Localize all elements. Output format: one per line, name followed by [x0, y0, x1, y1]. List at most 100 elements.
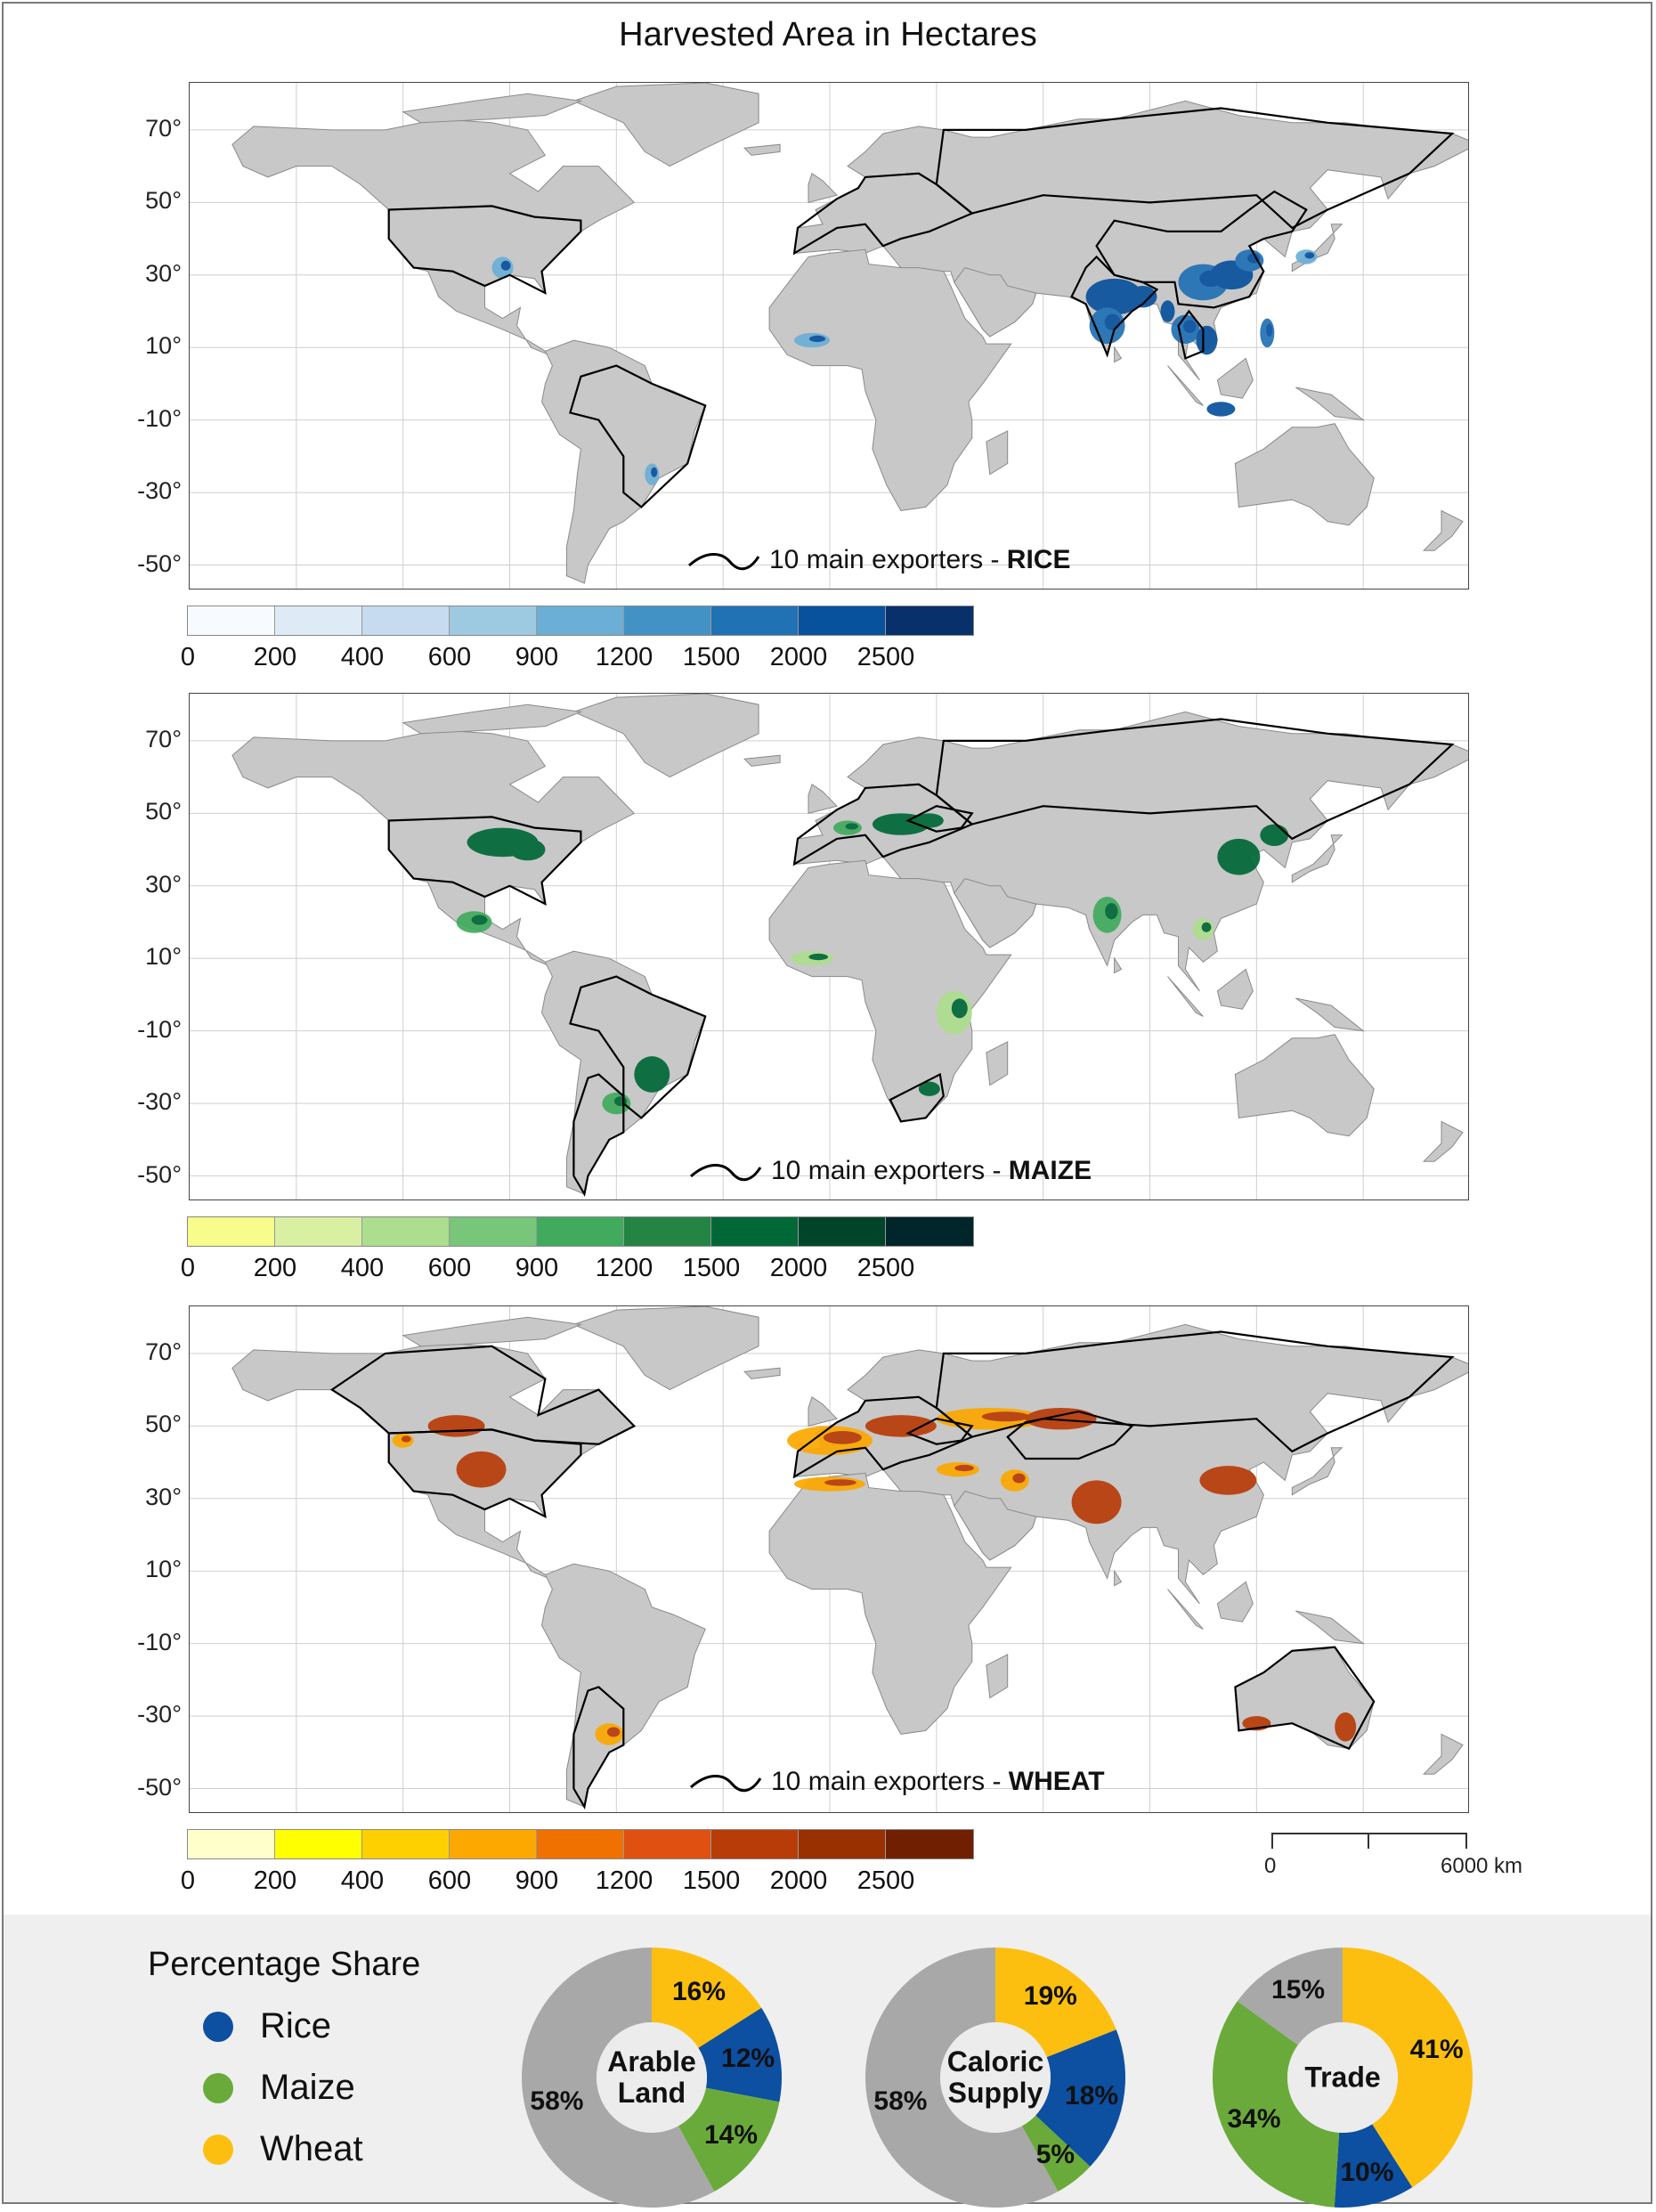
exporter-argentina — [572, 1686, 625, 1809]
colorbar-tick-label: 900 — [515, 643, 559, 671]
land-sriLanka — [1114, 346, 1123, 363]
figure-title: Harvested Area in Hectares — [619, 16, 1037, 53]
latitude-label: 10° — [145, 1556, 182, 1583]
land-australia — [1234, 423, 1375, 526]
donut-slice-wheat — [995, 1948, 1116, 2058]
legend-label-maize: Maize — [260, 2068, 355, 2107]
latitude-label: -50° — [137, 549, 182, 577]
colorbar-swatch — [886, 606, 973, 635]
land-uk — [808, 173, 838, 204]
colorbar-swatch — [188, 1217, 275, 1246]
land-greenland — [572, 83, 759, 167]
hotspot-core — [809, 335, 826, 343]
colorbar-tick-label: 2500 — [856, 1866, 915, 1895]
latitude-label: -30° — [137, 1088, 182, 1116]
colorbar-tick-label: 600 — [427, 1866, 472, 1895]
harvest-hotspots — [456, 813, 1289, 1115]
hotspot-core — [954, 1464, 974, 1472]
colorbar-tick-label: 200 — [253, 1254, 297, 1282]
donut-center-line: Trade — [1304, 2061, 1381, 2094]
land-madagascar — [986, 1041, 1009, 1086]
latitude-label: 70° — [145, 725, 182, 752]
latitude-label: -30° — [137, 1701, 182, 1728]
colorbar-swatch — [188, 1830, 275, 1858]
exporter-thailand — [1177, 309, 1205, 360]
slice-label-maize: 34% — [1227, 2103, 1281, 2134]
land-africa — [768, 248, 1012, 511]
map-panel-maize — [189, 693, 1469, 1200]
colorbar-tick-label: 1500 — [682, 643, 741, 671]
colorbar-swatch — [624, 606, 711, 635]
slice-label-other: 58% — [873, 2086, 928, 2117]
crop-name-rice: RICE — [1006, 545, 1071, 574]
donut-chart — [1213, 1948, 1473, 2208]
exporter-usa — [387, 205, 582, 296]
colorbar-swatch — [450, 1830, 537, 1858]
land-southAmerica — [540, 1563, 706, 1808]
colorbar-swatch — [362, 606, 450, 635]
colorbar-tick-label: 2000 — [769, 643, 828, 671]
exporter-ukraine — [905, 1418, 974, 1445]
hotspot-core — [1218, 404, 1232, 411]
crop-name-wheat: WHEAT — [1008, 1767, 1105, 1796]
legend-item-rice: Rice — [203, 2006, 331, 2046]
hotspot-core — [500, 260, 511, 271]
donut-chart — [865, 1948, 1125, 2208]
land-indonesia1 — [1167, 1589, 1204, 1630]
donut-center-line: Caloric — [946, 2045, 1044, 2078]
land-madagascar — [986, 430, 1009, 476]
exporter-russia — [935, 718, 1455, 841]
colorbar-tick-label: 1500 — [682, 1254, 741, 1282]
land-newGuinea — [1295, 997, 1365, 1032]
latitude-label: -50° — [137, 1773, 182, 1801]
colorbar-swatch — [362, 1217, 450, 1246]
colorbar-tick-label: 1200 — [595, 1254, 653, 1282]
colorbar-tick-label: 900 — [515, 1866, 559, 1895]
donut-hole — [597, 2022, 707, 2133]
donut-center-line: Supply — [947, 2077, 1043, 2109]
latitude-label: 10° — [145, 943, 182, 971]
land-borneo — [1216, 1581, 1254, 1622]
exporter-line-icon — [690, 1775, 762, 1793]
exporters-legend-maize: 10 main exporters - MAIZE — [687, 1156, 1092, 1186]
land-newZealand — [1422, 1733, 1464, 1775]
exporter-line-icon — [688, 553, 760, 571]
colorbar-swatch — [275, 1217, 362, 1246]
latitude-label: 70° — [145, 1338, 182, 1365]
hotspot-core — [927, 816, 940, 823]
slice-label-wheat: 16% — [671, 1976, 727, 2006]
land-japan — [1291, 1447, 1343, 1496]
hotspot-core — [845, 823, 858, 830]
slice-label-rice: 18% — [1065, 2080, 1119, 2110]
latitude-label: 70° — [145, 114, 182, 142]
donut-chart — [521, 1948, 782, 2208]
map-panel-rice — [189, 82, 1469, 590]
colorbar-tick-label: 0 — [180, 1866, 196, 1895]
colorbar-tick-label: 400 — [340, 1254, 385, 1282]
map-maize-svg — [190, 694, 1468, 1200]
legend-item-maize: Maize — [203, 2068, 355, 2108]
map-rice-svg — [190, 83, 1468, 589]
colorbar-tick-label: 0 — [180, 1254, 196, 1282]
legend-label-wheat: Wheat — [260, 2129, 363, 2168]
land-newGuinea — [1295, 386, 1365, 421]
land-sriLanka — [1114, 956, 1123, 974]
donut-center-label: Arable Land — [607, 2046, 696, 2109]
donut-slice-maize — [678, 2087, 780, 2192]
donut-center-label: Trade — [1304, 2062, 1380, 2094]
land-indonesia1 — [1167, 365, 1204, 406]
land-arabia — [954, 267, 1037, 337]
donut-slice-maize — [1021, 2115, 1091, 2192]
colorbar-tick-label: 200 — [253, 643, 297, 671]
land-iceland — [743, 754, 781, 767]
slice-label-maize: 5% — [1035, 2139, 1076, 2169]
donut-slice-other — [1237, 1948, 1343, 2045]
land-australia — [1234, 1034, 1375, 1137]
exporter-india — [1070, 255, 1159, 358]
land-arctic1 — [402, 1316, 583, 1347]
hotspot-core — [649, 1062, 666, 1079]
land-newZealand — [1422, 1120, 1464, 1162]
exporter-borders — [387, 107, 1455, 508]
legend-label-rice: Rice — [260, 2006, 332, 2045]
donut-center-label: Caloric Supply — [947, 2046, 1043, 2109]
